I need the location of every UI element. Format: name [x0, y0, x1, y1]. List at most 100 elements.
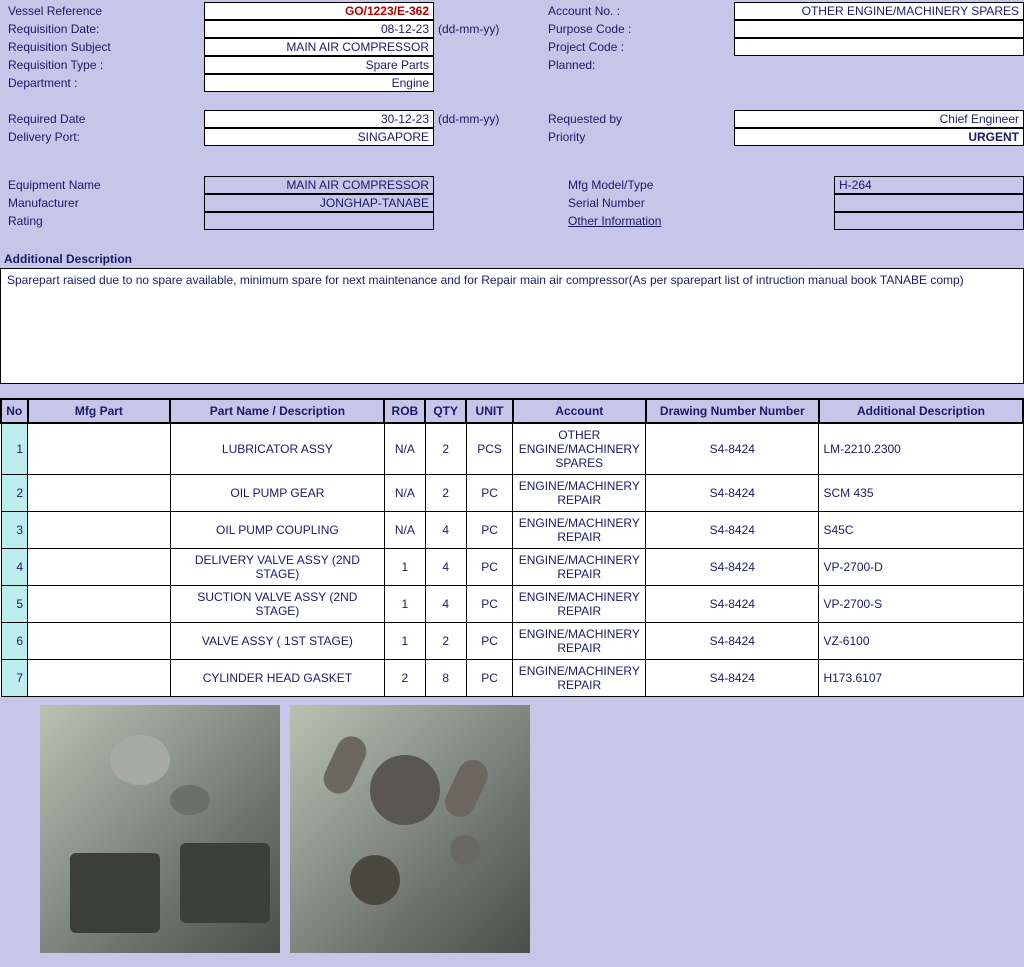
lbl-vessel-reference: Vessel Reference — [4, 2, 204, 20]
cell-account: ENGINE/MACHINERY REPAIR — [513, 475, 646, 512]
cell-account: ENGINE/MACHINERY REPAIR — [513, 586, 646, 623]
cell-drawing: S4-8424 — [646, 660, 819, 697]
lbl-requisition-date: Requisition Date: — [4, 20, 204, 38]
hint-req-date: (dd-mm-yy) — [434, 20, 544, 38]
cell-no: 6 — [1, 623, 28, 660]
parts-table-header-row: No Mfg Part Part Name / Description ROB … — [1, 399, 1023, 423]
lbl-priority: Priority — [544, 128, 734, 146]
val-vessel-reference: GO/1223/E-362 — [204, 2, 434, 20]
cell-unit: PCS — [466, 423, 513, 475]
lbl-manufacturer: Manufacturer — [4, 194, 204, 212]
table-row: 1LUBRICATOR ASSYN/A2PCSOTHER ENGINE/MACH… — [1, 423, 1023, 475]
cell-account: ENGINE/MACHINERY REPAIR — [513, 623, 646, 660]
cell-rob: 1 — [384, 623, 425, 660]
cell-rob: N/A — [384, 423, 425, 475]
lbl-required-date: Required Date — [4, 110, 204, 128]
cell-addl: VP-2700-D — [819, 549, 1023, 586]
cell-unit: PC — [466, 512, 513, 549]
lbl-rating: Rating — [4, 212, 204, 230]
col-mfg: Mfg Part — [28, 399, 171, 423]
col-draw: Drawing Number Number — [646, 399, 819, 423]
val-priority: URGENT — [734, 128, 1024, 146]
attachment-photo-2 — [290, 705, 530, 953]
lbl-purpose-code: Purpose Code : — [544, 20, 734, 38]
cell-account: ENGINE/MACHINERY REPAIR — [513, 549, 646, 586]
cell-rob: 1 — [384, 549, 425, 586]
table-row: 6VALVE ASSY ( 1ST STAGE)12PCENGINE/MACHI… — [1, 623, 1023, 660]
col-qty: QTY — [425, 399, 466, 423]
lbl-requested-by: Requested by — [544, 110, 734, 128]
cell-qty: 4 — [425, 549, 466, 586]
cell-drawing: S4-8424 — [646, 423, 819, 475]
cell-unit: PC — [466, 549, 513, 586]
cell-drawing: S4-8424 — [646, 475, 819, 512]
val-other-info — [834, 212, 1024, 230]
lbl-delivery-port: Delivery Port: — [4, 128, 204, 146]
cell-no: 5 — [1, 586, 28, 623]
cell-account: OTHER ENGINE/MACHINERY SPARES — [513, 423, 646, 475]
val-purpose-code — [734, 20, 1024, 38]
lbl-project-code: Project Code : — [544, 38, 734, 56]
val-requisition-subject: MAIN AIR COMPRESSOR — [204, 38, 434, 56]
cell-name: OIL PUMP COUPLING — [170, 512, 384, 549]
cell-rob: N/A — [384, 475, 425, 512]
cell-qty: 4 — [425, 586, 466, 623]
cell-account: ENGINE/MACHINERY REPAIR — [513, 512, 646, 549]
cell-no: 7 — [1, 660, 28, 697]
additional-description-text: Sparepart raised due to no spare availab… — [0, 269, 1024, 384]
cell-no: 3 — [1, 512, 28, 549]
hint-blank-1 — [434, 2, 544, 20]
lbl-planned: Planned: — [544, 56, 734, 74]
lbl-department: Department : — [4, 74, 204, 92]
attachment-photo-1 — [40, 705, 280, 953]
cell-drawing: S4-8424 — [646, 586, 819, 623]
cell-qty: 8 — [425, 660, 466, 697]
cell-name: CYLINDER HEAD GASKET — [170, 660, 384, 697]
table-row: 4DELIVERY VALVE ASSY (2ND STAGE)14PCENGI… — [1, 549, 1023, 586]
additional-description-title: Additional Description — [0, 248, 1024, 269]
cell-account: ENGINE/MACHINERY REPAIR — [513, 660, 646, 697]
lbl-account-no: Account No. : — [544, 2, 734, 20]
val-requested-by: Chief Engineer — [734, 110, 1024, 128]
cell-rob: 2 — [384, 660, 425, 697]
cell-mfg — [28, 623, 171, 660]
cell-name: OIL PUMP GEAR — [170, 475, 384, 512]
cell-addl: LM-2210.2300 — [819, 423, 1023, 475]
equipment-section: Equipment Name MAIN AIR COMPRESSOR Mfg M… — [0, 174, 1024, 232]
cell-drawing: S4-8424 — [646, 549, 819, 586]
cell-addl: H173.6107 — [819, 660, 1023, 697]
cell-qty: 2 — [425, 475, 466, 512]
val-mfg-model: H-264 — [834, 176, 1024, 194]
cell-rob: 1 — [384, 586, 425, 623]
col-name: Part Name / Description — [170, 399, 384, 423]
cell-rob: N/A — [384, 512, 425, 549]
table-row: 7CYLINDER HEAD GASKET28PCENGINE/MACHINER… — [1, 660, 1023, 697]
val-equipment-name: MAIN AIR COMPRESSOR — [204, 176, 434, 194]
cell-mfg — [28, 549, 171, 586]
lbl-mfg-model: Mfg Model/Type — [564, 176, 734, 194]
val-delivery-port: SINGAPORE — [204, 128, 434, 146]
col-rob: ROB — [384, 399, 425, 423]
col-addl: Additional Description — [819, 399, 1023, 423]
val-department: Engine — [204, 74, 434, 92]
val-requisition-type: Spare Parts — [204, 56, 434, 74]
cell-qty: 4 — [425, 512, 466, 549]
val-rating — [204, 212, 434, 230]
col-no: No — [1, 399, 28, 423]
lbl-other-info: Other Information — [564, 212, 734, 230]
table-row: 2OIL PUMP GEARN/A2PCENGINE/MACHINERY REP… — [1, 475, 1023, 512]
val-manufacturer: JONGHAP-TANABE — [204, 194, 434, 212]
cell-mfg — [28, 512, 171, 549]
cell-no: 2 — [1, 475, 28, 512]
val-serial-number — [834, 194, 1024, 212]
cell-qty: 2 — [425, 623, 466, 660]
col-unit: UNIT — [466, 399, 513, 423]
cell-addl: VP-2700-S — [819, 586, 1023, 623]
cell-name: VALVE ASSY ( 1ST STAGE) — [170, 623, 384, 660]
cell-name: DELIVERY VALVE ASSY (2ND STAGE) — [170, 549, 384, 586]
cell-unit: PC — [466, 475, 513, 512]
lbl-requisition-subject: Requisition Subject — [4, 38, 204, 56]
cell-addl: S45C — [819, 512, 1023, 549]
attachment-photos — [0, 697, 1024, 961]
table-row: 3 OIL PUMP COUPLINGN/A4PCENGINE/MACHINERY… — [1, 512, 1023, 549]
